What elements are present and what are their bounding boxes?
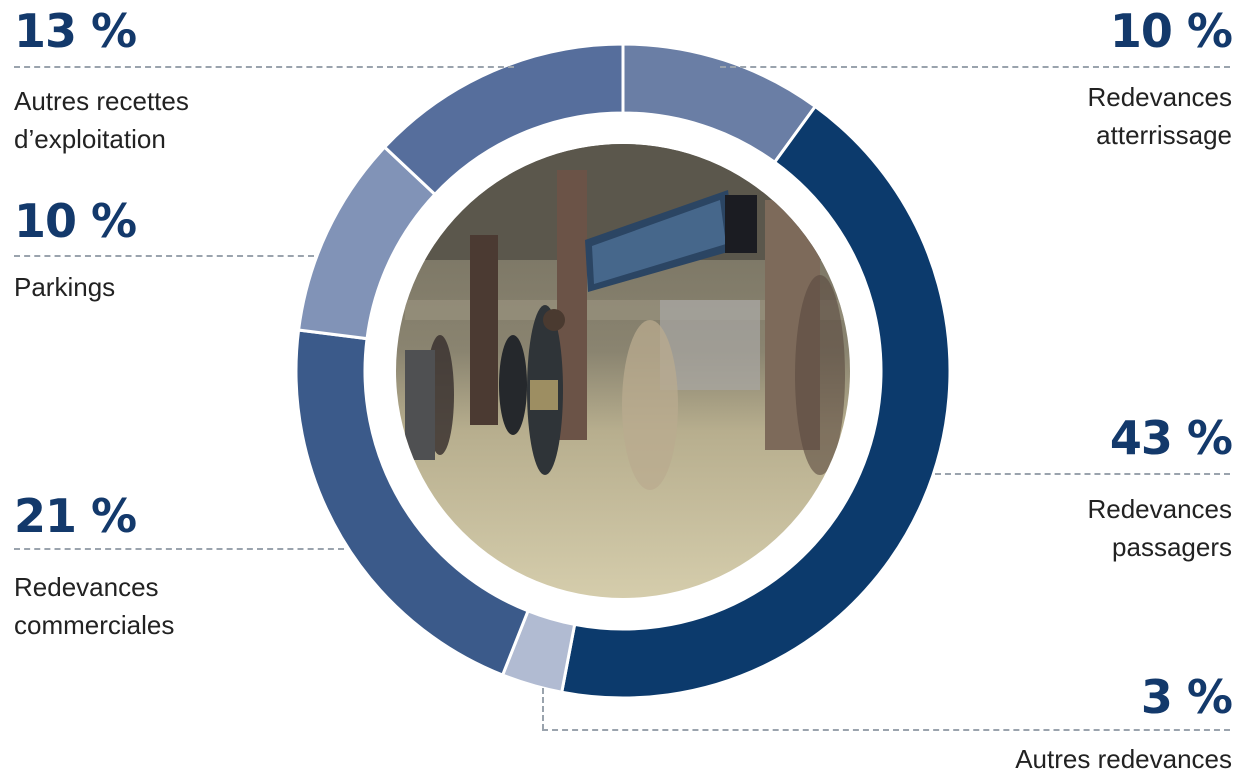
slice-autres-recettes-d-exploitation: [382, 42, 625, 197]
label-parkings: Parkings: [14, 272, 116, 302]
label-autres-recettes-line2: d’exploitation: [14, 124, 166, 154]
pct-autres-recettes: 13 %: [14, 4, 137, 58]
label-commerciales: Redevances commerciales: [14, 568, 174, 644]
leader-line-passagers: [935, 473, 1230, 475]
label-atterrissage: Redevances atterrissage: [1087, 78, 1232, 154]
slice-redevances-passagers: [559, 104, 952, 700]
label-commerciales-line2: commerciales: [14, 610, 175, 640]
label-passagers-line2: passagers: [1112, 532, 1232, 562]
leader-line-autres-recettes: [14, 66, 514, 68]
label-passagers: Redevances passagers: [1087, 490, 1232, 566]
pct-autres-redevances: 3 %: [1140, 670, 1233, 724]
pct-parkings: 10 %: [14, 194, 137, 248]
leader-line-autres-redevances: [542, 729, 1230, 731]
pct-commerciales: 21 %: [14, 489, 137, 543]
pct-atterrissage: 10 %: [1109, 4, 1233, 58]
label-passagers-line1: Redevances: [1087, 494, 1232, 524]
airport-terminal-photo: [396, 144, 850, 598]
label-atterrissage-line2: atterrissage: [1096, 120, 1232, 150]
pct-passagers: 43 %: [1109, 411, 1233, 465]
label-autres-recettes: Autres recettes d’exploitation: [14, 82, 189, 158]
leader-line-atterrissage: [720, 66, 1230, 68]
leader-line-commerciales: [14, 548, 344, 550]
leader-line-parkings: [14, 255, 314, 257]
label-atterrissage-line1: Redevances: [1087, 82, 1232, 112]
label-autres-redevances: Autres redevances: [1015, 744, 1232, 774]
label-autres-recettes-line1: Autres recettes: [14, 86, 189, 116]
label-commerciales-line1: Redevances: [14, 572, 159, 602]
leader-line-autres-redevances-vertical: [542, 688, 544, 730]
